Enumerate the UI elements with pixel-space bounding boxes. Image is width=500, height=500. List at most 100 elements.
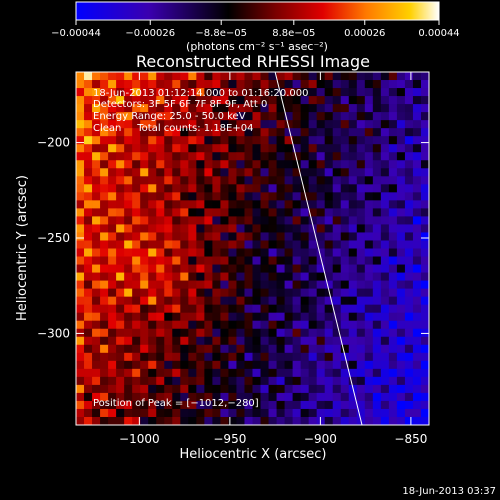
- heatmap-cell: [116, 128, 125, 137]
- heatmap-cell: [228, 240, 237, 249]
- heatmap-cell: [220, 152, 229, 161]
- heatmap-cell: [316, 376, 326, 386]
- heatmap-cell: [412, 80, 422, 89]
- heatmap-cell: [340, 312, 350, 322]
- heatmap-cell: [116, 264, 125, 273]
- heatmap-cell: [316, 368, 326, 378]
- heatmap-cell: [268, 136, 277, 145]
- heatmap-cell: [364, 248, 374, 257]
- heatmap-cell: [348, 344, 358, 354]
- heatmap-cell: [204, 152, 213, 161]
- heatmap-cell: [124, 344, 133, 354]
- heatmap-cell: [188, 104, 197, 113]
- heatmap-cell: [268, 112, 277, 121]
- heatmap-cell: [76, 224, 85, 233]
- heatmap-cell: [172, 280, 181, 290]
- heatmap-cell: [124, 280, 133, 290]
- heatmap-cell: [372, 336, 382, 346]
- colorbar-unit-label: (photons cm⁻² s⁻¹ asec⁻²): [186, 40, 328, 53]
- heatmap-cell: [364, 232, 374, 241]
- heatmap-cell: [132, 120, 141, 129]
- heatmap-cell: [116, 136, 125, 145]
- heatmap-cell: [236, 192, 245, 201]
- heatmap-cell: [252, 80, 261, 89]
- heatmap-cell: [132, 352, 141, 362]
- heatmap-cell: [388, 264, 398, 273]
- heatmap-cell: [332, 208, 342, 217]
- heatmap-cell: [92, 104, 101, 113]
- heatmap-cell: [380, 368, 390, 378]
- heatmap-cell: [188, 200, 197, 209]
- heatmap-cell: [268, 144, 277, 153]
- heatmap-cell: [388, 104, 398, 113]
- heatmap-cell: [212, 368, 221, 378]
- heatmap-cell: [260, 264, 269, 273]
- heatmap-cell: [340, 368, 350, 378]
- heatmap-cell: [356, 272, 366, 281]
- heatmap-cell: [132, 128, 141, 137]
- heatmap-cell: [116, 80, 125, 89]
- heatmap-cell: [332, 96, 342, 105]
- heatmap-cell: [188, 72, 197, 81]
- heatmap-cell: [404, 240, 414, 249]
- heatmap-cell: [204, 352, 213, 362]
- heatmap-cell: [172, 216, 181, 225]
- heatmap-cell: [76, 400, 85, 410]
- heatmap-cell: [356, 248, 366, 257]
- heatmap-cell: [380, 88, 390, 97]
- heatmap-cell: [196, 136, 205, 145]
- heatmap-cell: [140, 112, 149, 121]
- heatmap-cell: [180, 360, 189, 370]
- heatmap-cell: [124, 112, 133, 121]
- heatmap-cell: [188, 176, 197, 185]
- heatmap-cell: [324, 136, 334, 145]
- colorbar-tick-label: 8.8e−05: [272, 28, 315, 39]
- heatmap-cell: [276, 240, 285, 249]
- x-tick-label: −850: [394, 432, 427, 446]
- heatmap-cell: [292, 408, 302, 418]
- heatmap-cell: [164, 264, 173, 273]
- heatmap-cell: [388, 232, 398, 241]
- heatmap-cell: [292, 224, 302, 233]
- heatmap-cell: [284, 352, 294, 362]
- heatmap-cell: [148, 96, 157, 105]
- heatmap-cell: [284, 136, 294, 145]
- heatmap-cell: [180, 376, 189, 386]
- heatmap-cell: [364, 344, 374, 354]
- heatmap-cell: [172, 200, 181, 209]
- heatmap-cell: [116, 416, 125, 425]
- heatmap-cell: [132, 256, 141, 265]
- heatmap-cell: [284, 256, 294, 265]
- heatmap-cell: [308, 296, 318, 306]
- heatmap-cell: [172, 368, 181, 378]
- heatmap-cell: [372, 312, 382, 322]
- heatmap-cell: [356, 304, 366, 314]
- heatmap-cell: [204, 224, 213, 233]
- heatmap-cell: [228, 112, 237, 121]
- heatmap-cell: [84, 144, 93, 153]
- heatmap-cell: [412, 144, 422, 153]
- heatmap-cell: [220, 392, 229, 402]
- heatmap-cell: [180, 248, 189, 257]
- heatmap-cell: [372, 104, 382, 113]
- heatmap-cell: [300, 216, 310, 225]
- heatmap-cell: [420, 176, 429, 185]
- heatmap-cell: [284, 280, 294, 290]
- heatmap-cell: [292, 280, 302, 290]
- heatmap-cell: [388, 128, 398, 137]
- heatmap-cell: [228, 264, 237, 273]
- heatmap-cell: [348, 312, 358, 322]
- heatmap-cell: [172, 248, 181, 257]
- heatmap-cell: [292, 144, 302, 153]
- heatmap-cell: [420, 96, 429, 105]
- heatmap-cell: [284, 336, 294, 346]
- heatmap-cell: [204, 376, 213, 386]
- heatmap-cell: [404, 256, 414, 265]
- heatmap-cell: [116, 224, 125, 233]
- heatmap-cell: [228, 128, 237, 137]
- heatmap-cell: [396, 320, 406, 330]
- heatmap-cell: [396, 160, 406, 169]
- heatmap-cell: [364, 192, 374, 201]
- heatmap-cell: [388, 272, 398, 281]
